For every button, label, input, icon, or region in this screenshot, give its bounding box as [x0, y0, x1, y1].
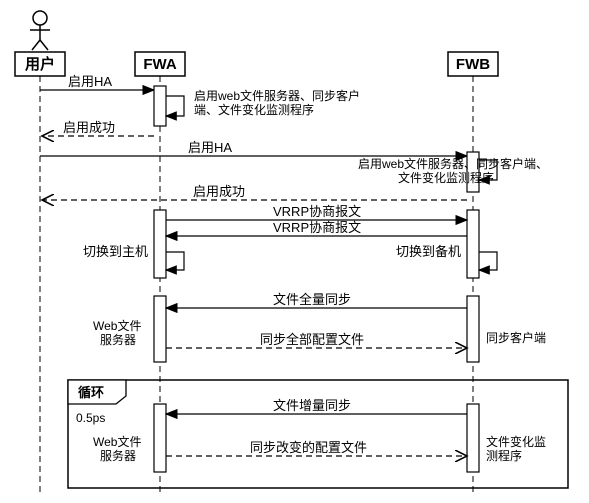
loop-frame [68, 380, 568, 488]
web-server-label: Web文件 服务器 [93, 318, 145, 347]
activation-fwb-loop [467, 404, 479, 472]
activation-fwb-fullsync [467, 296, 479, 362]
self-msg-fwa-note: 启用web文件服务器、同步客户 端、文件变化监测程序 [194, 88, 363, 117]
msg-vrrp-1-label: VRRP协商报文 [273, 204, 361, 219]
msg-enable-ha-1-label: 启用HA [68, 74, 112, 89]
self-msg-fwb-note: 启用web文件服务器、同步客户端、 文件变化监测程序 [358, 156, 551, 185]
self-switch-a [166, 252, 184, 270]
header-user-label: 用户 [25, 55, 55, 73]
loop-title-label: 循环 [78, 385, 104, 400]
file-monitor-label: 文件变化监 测程序 [486, 434, 549, 463]
header-fwb-label: FWB [456, 56, 490, 73]
activation-fwb-vrrp [467, 210, 479, 278]
msg-enable-ha-2-label: 启用HA [188, 140, 232, 155]
loop-guard-label: 0.5ps [76, 411, 105, 425]
web-server2-label: Web文件 服务器 [93, 434, 145, 463]
self-switch-b [479, 252, 497, 270]
activation-fwa-1 [154, 86, 166, 126]
sync-client-label: 同步客户端 [486, 330, 546, 345]
return-success-1-label: 启用成功 [63, 120, 115, 135]
msg-inc-sync-label: 文件增量同步 [273, 398, 351, 413]
header-fwa-label: FWA [143, 56, 176, 73]
return-success-2-label: 启用成功 [193, 184, 245, 199]
activation-fwa-loop [154, 404, 166, 472]
activation-fwa-vrrp [154, 210, 166, 278]
switch-b-label: 切换到备机 [396, 244, 461, 259]
activation-fwa-fullsync [154, 296, 166, 362]
actor-user [30, 11, 50, 50]
msg-vrrp-2-label: VRRP协商报文 [273, 220, 361, 235]
msg-sync-changed-label: 同步改变的配置文件 [250, 440, 367, 455]
self-msg-fwa [166, 96, 184, 116]
sequence-diagram: 用户 FWA FWB 启用HA 启用web文件服务器、同步客户 端、文件变化监测… [8, 8, 581, 495]
msg-full-sync-label: 文件全量同步 [273, 292, 351, 307]
msg-sync-all-label: 同步全部配置文件 [260, 332, 364, 347]
switch-a-label: 切换到主机 [83, 244, 148, 259]
